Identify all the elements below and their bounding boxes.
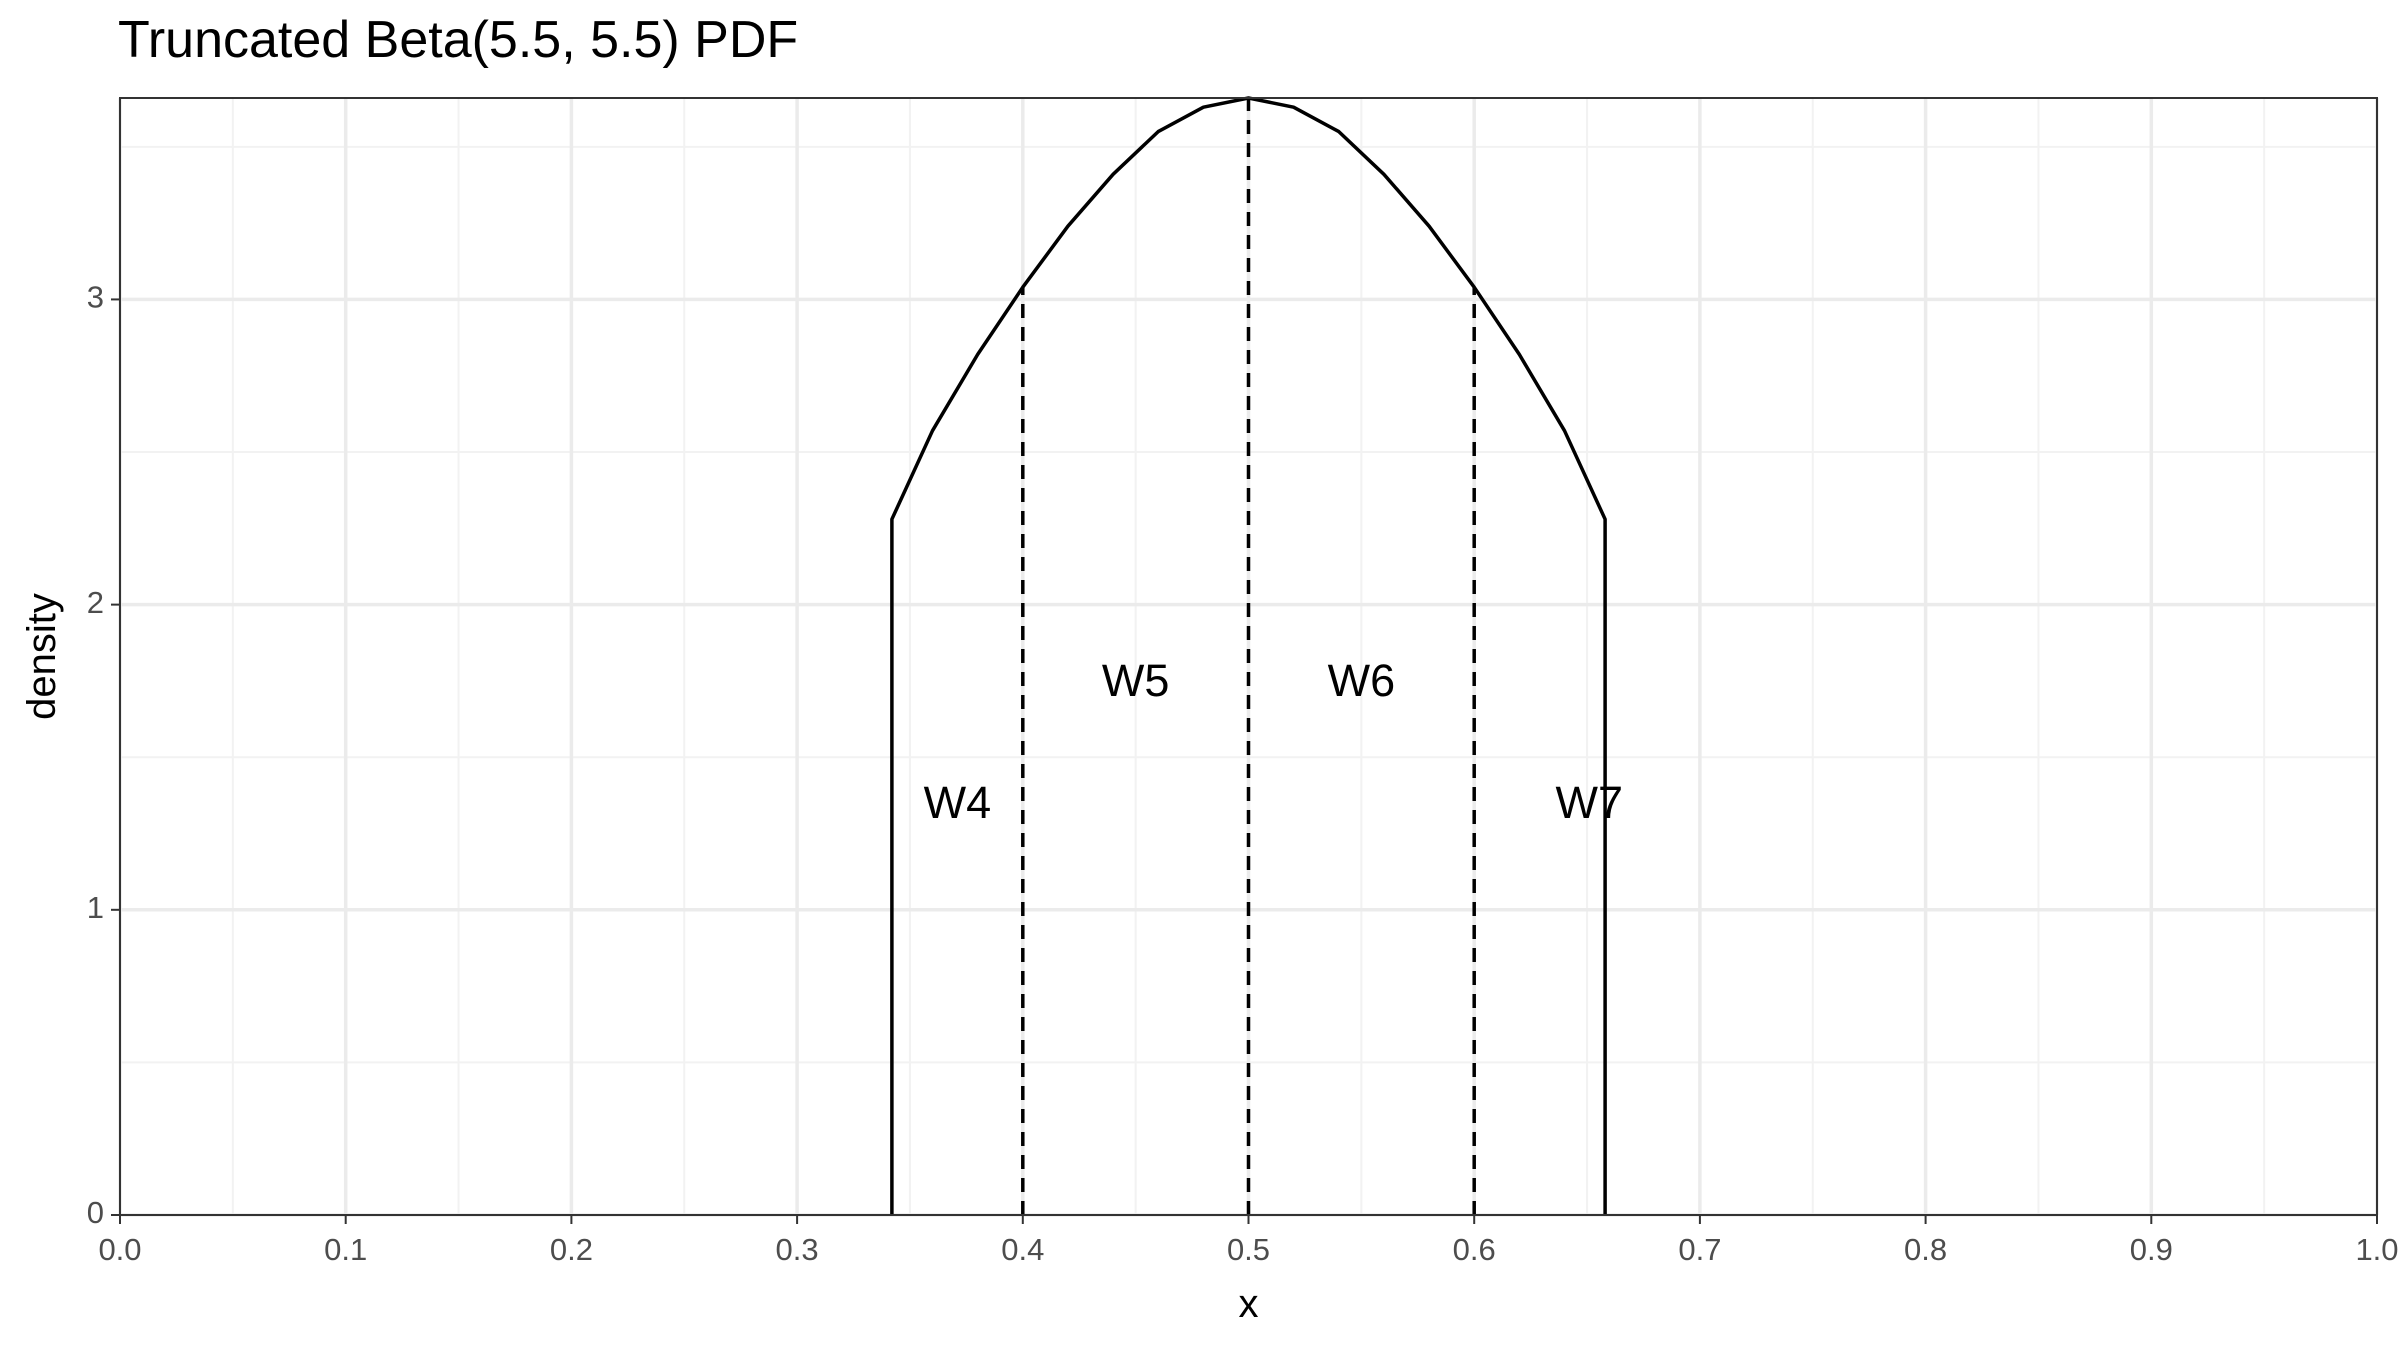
x-tick-label: 0.2 bbox=[550, 1232, 593, 1267]
region-label-w6: W6 bbox=[1328, 655, 1396, 706]
region-label-w5: W5 bbox=[1102, 655, 1170, 706]
x-tick-label: 0.6 bbox=[1453, 1232, 1496, 1267]
region-label-w4: W4 bbox=[924, 777, 992, 828]
x-tick-label: 0.1 bbox=[324, 1232, 367, 1267]
x-tick-label: 0.7 bbox=[1678, 1232, 1721, 1267]
x-axis-title: x bbox=[1239, 1282, 1259, 1326]
y-tick-label: 0 bbox=[87, 1195, 104, 1230]
chart-title: Truncated Beta(5.5, 5.5) PDF bbox=[118, 11, 799, 69]
x-tick-label: 0.4 bbox=[1001, 1232, 1044, 1267]
x-tick-label: 0.5 bbox=[1227, 1232, 1270, 1267]
y-tick-label: 1 bbox=[87, 890, 104, 925]
y-tick-label: 3 bbox=[87, 280, 104, 315]
y-tick-label: 2 bbox=[87, 585, 104, 620]
x-tick-label: 0.8 bbox=[1904, 1232, 1947, 1267]
y-axis-title: density bbox=[20, 593, 64, 720]
x-tick-label: 1.0 bbox=[2355, 1232, 2398, 1267]
region-label-w7: W7 bbox=[1556, 777, 1624, 828]
x-tick-label: 0.9 bbox=[2130, 1232, 2173, 1267]
x-tick-label: 0.3 bbox=[776, 1232, 819, 1267]
x-tick-label: 0.0 bbox=[98, 1232, 141, 1267]
